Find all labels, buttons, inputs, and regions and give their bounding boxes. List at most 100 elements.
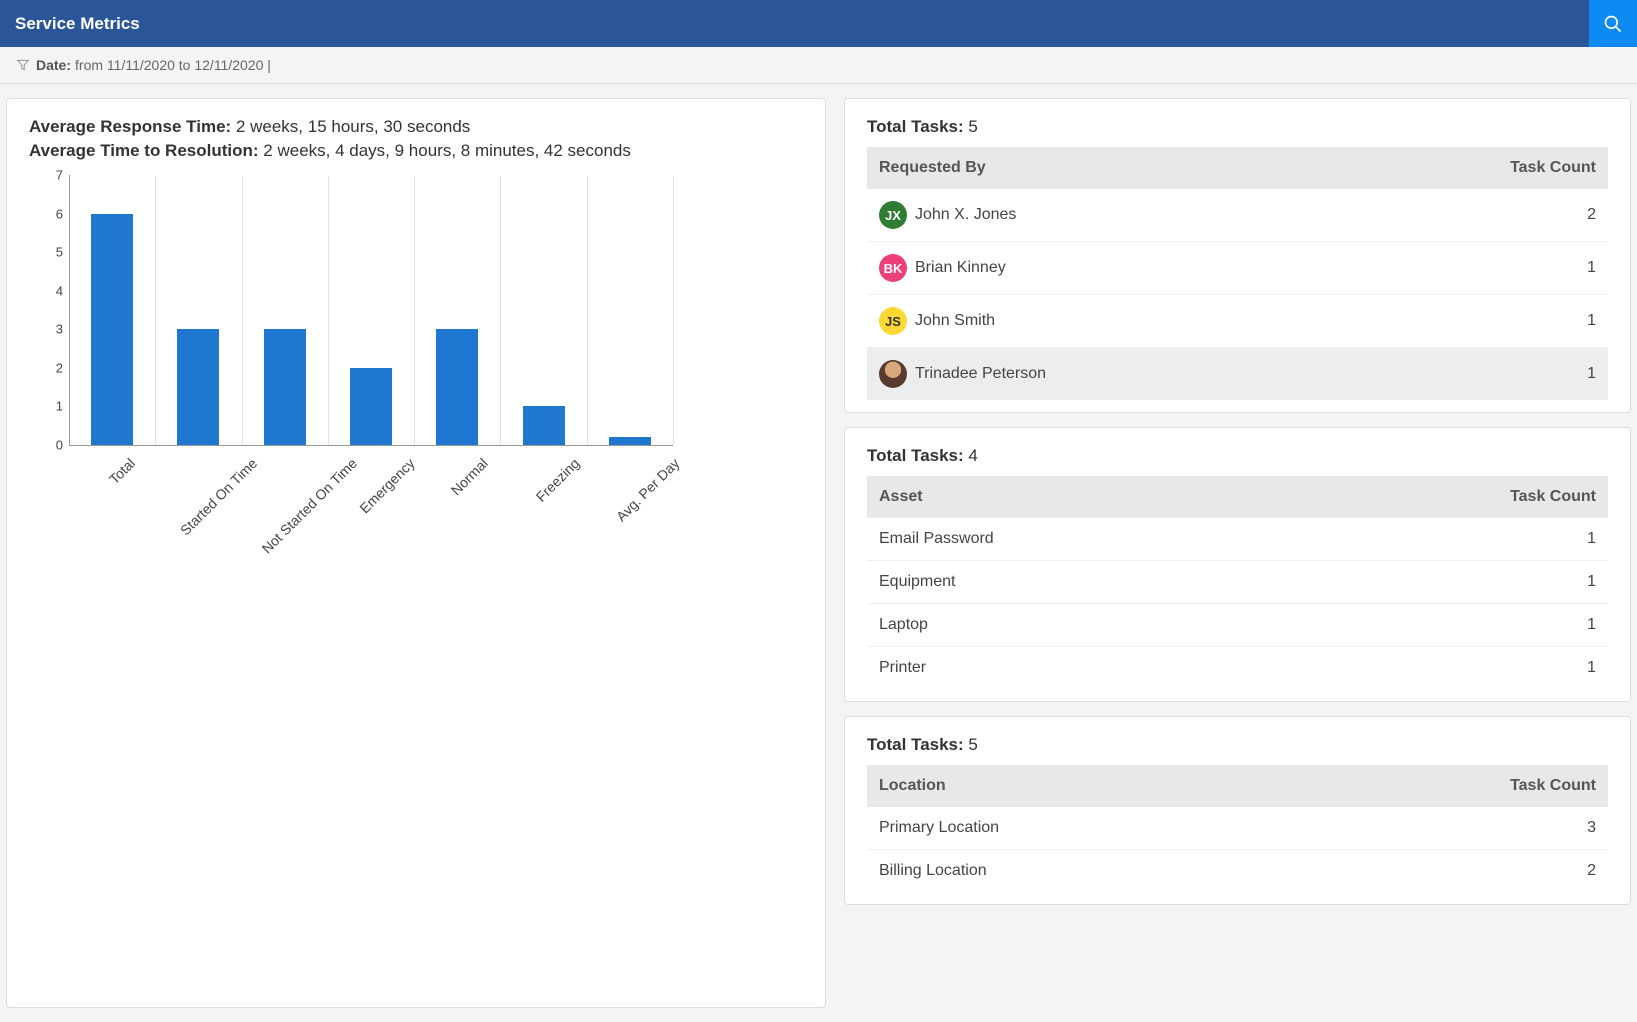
avatar: BK [879, 254, 907, 282]
bar[interactable] [436, 329, 478, 445]
table-row[interactable]: Email Password1 [867, 518, 1608, 561]
total-tasks-label: Total Tasks: [867, 735, 964, 754]
avg-response-label: Average Response Time: [29, 117, 231, 136]
row-name: John X. Jones [915, 206, 1016, 224]
filter-icon [16, 58, 30, 72]
data-table: Requested ByTask CountJXJohn X. Jones2BK… [867, 147, 1608, 400]
row-count-cell: 1 [1337, 348, 1608, 401]
table-row[interactable]: Equipment1 [867, 561, 1608, 604]
row-name-cell: Email Password [867, 518, 1280, 561]
table-row[interactable]: Trinadee Peterson 1 [867, 348, 1608, 401]
row-count-cell: 2 [1337, 189, 1608, 242]
filter-label: Date: [36, 57, 71, 73]
row-name: Trinadee Peterson [915, 365, 1046, 383]
x-label: Normal [448, 455, 491, 498]
avg-response-line: Average Response Time: 2 weeks, 15 hours… [29, 117, 803, 137]
table-panel: Total Tasks: 5 Requested ByTask Count JX Jo… [844, 98, 1631, 413]
row-count-cell: 1 [1337, 295, 1608, 348]
y-tick: 4 [47, 283, 63, 298]
table-row[interactable]: Printer1 [867, 647, 1608, 690]
x-label: Total [106, 455, 138, 487]
row-count-cell: 2 [1287, 850, 1608, 893]
row-name-cell: Trinadee Peterson [867, 348, 1337, 401]
x-label: Started On Time [177, 455, 260, 538]
column-header[interactable]: Location [867, 765, 1287, 807]
y-tick: 1 [47, 399, 63, 414]
total-tasks-value: 5 [968, 735, 977, 754]
gridline [673, 176, 674, 445]
bar[interactable] [609, 437, 651, 445]
y-tick: 2 [47, 360, 63, 375]
row-name-cell: Laptop [867, 604, 1280, 647]
bar-slot: Emergency [328, 175, 414, 445]
y-tick: 0 [47, 438, 63, 453]
avatar: JS [879, 307, 907, 335]
metrics-panel: Average Response Time: 2 weeks, 15 hours… [6, 98, 826, 1008]
table-row[interactable]: BKBrian Kinney1 [867, 242, 1608, 295]
bar-slot: Total [69, 175, 155, 445]
bar-slot: Normal [414, 175, 500, 445]
bars-container: TotalStarted On TimeNot Started On TimeE… [69, 175, 673, 445]
total-tasks-value: 4 [968, 446, 977, 465]
column-header[interactable]: Task Count [1280, 476, 1608, 518]
avg-response-value: 2 weeks, 15 hours, 30 seconds [236, 117, 470, 136]
bar-slot: Freezing [500, 175, 586, 445]
row-count-cell: 1 [1337, 242, 1608, 295]
total-tasks-label: Total Tasks: [867, 117, 964, 136]
total-tasks-line: Total Tasks: 4 [867, 446, 1608, 466]
search-icon [1603, 14, 1623, 34]
row-name-cell: Equipment [867, 561, 1280, 604]
avg-resolution-value: 2 weeks, 4 days, 9 hours, 8 minutes, 42 … [263, 141, 631, 160]
y-tick: 6 [47, 206, 63, 221]
bar[interactable] [350, 368, 392, 445]
total-tasks-label: Total Tasks: [867, 446, 964, 465]
row-count-cell: 3 [1287, 807, 1608, 850]
x-label: Freezing [532, 455, 582, 505]
content-area: Average Response Time: 2 weeks, 15 hours… [0, 84, 1637, 1014]
row-name-cell: JSJohn Smith [867, 295, 1337, 348]
table-row[interactable]: Primary Location3 [867, 807, 1608, 850]
bar-chart: 01234567TotalStarted On TimeNot Started … [29, 175, 803, 565]
x-label: Not Started On Time [258, 455, 360, 557]
row-count-cell: 1 [1280, 518, 1608, 561]
column-header[interactable]: Task Count [1337, 147, 1608, 189]
avg-resolution-line: Average Time to Resolution: 2 weeks, 4 d… [29, 141, 803, 161]
data-table: AssetTask CountEmail Password1Equipment1… [867, 476, 1608, 689]
row-name-cell: JX John X. Jones [867, 189, 1337, 242]
page-title: Service Metrics [15, 14, 140, 34]
bar-slot: Started On Time [155, 175, 241, 445]
search-button[interactable] [1589, 0, 1637, 47]
x-axis [69, 445, 673, 446]
row-name-cell: BKBrian Kinney [867, 242, 1337, 295]
total-tasks-line: Total Tasks: 5 [867, 735, 1608, 755]
y-tick: 5 [47, 245, 63, 260]
table-row[interactable]: Laptop1 [867, 604, 1608, 647]
column-header[interactable]: Requested By [867, 147, 1337, 189]
bar[interactable] [264, 329, 306, 445]
bar[interactable] [523, 406, 565, 445]
table-row[interactable]: JX John X. Jones 2 [867, 189, 1608, 242]
table-panel: Total Tasks: 4 AssetTask CountEmail Passw… [844, 427, 1631, 702]
filter-value[interactable]: from 11/11/2020 to 12/11/2020 | [75, 57, 271, 73]
table-row[interactable]: Billing Location2 [867, 850, 1608, 893]
table-panel: Total Tasks: 5 LocationTask CountPrimary … [844, 716, 1631, 905]
column-header[interactable]: Task Count [1287, 765, 1608, 807]
avatar [879, 360, 907, 388]
bar[interactable] [91, 214, 133, 445]
column-header[interactable]: Asset [867, 476, 1280, 518]
bar[interactable] [177, 329, 219, 445]
x-label: Emergency [356, 455, 417, 516]
row-count-cell: 1 [1280, 604, 1608, 647]
total-tasks-value: 5 [968, 117, 977, 136]
y-tick: 3 [47, 322, 63, 337]
row-count-cell: 1 [1280, 561, 1608, 604]
avg-resolution-label: Average Time to Resolution: [29, 141, 259, 160]
table-row[interactable]: JSJohn Smith1 [867, 295, 1608, 348]
row-name-cell: Billing Location [867, 850, 1287, 893]
row-name-cell: Printer [867, 647, 1280, 690]
app-header: Service Metrics [0, 0, 1637, 47]
right-column: Total Tasks: 5Requested ByTask CountJXJo… [844, 98, 1631, 1008]
total-tasks-line: Total Tasks: 5 [867, 117, 1608, 137]
bar-slot: Avg. Per Day [587, 175, 673, 445]
avatar: JX [879, 201, 907, 229]
